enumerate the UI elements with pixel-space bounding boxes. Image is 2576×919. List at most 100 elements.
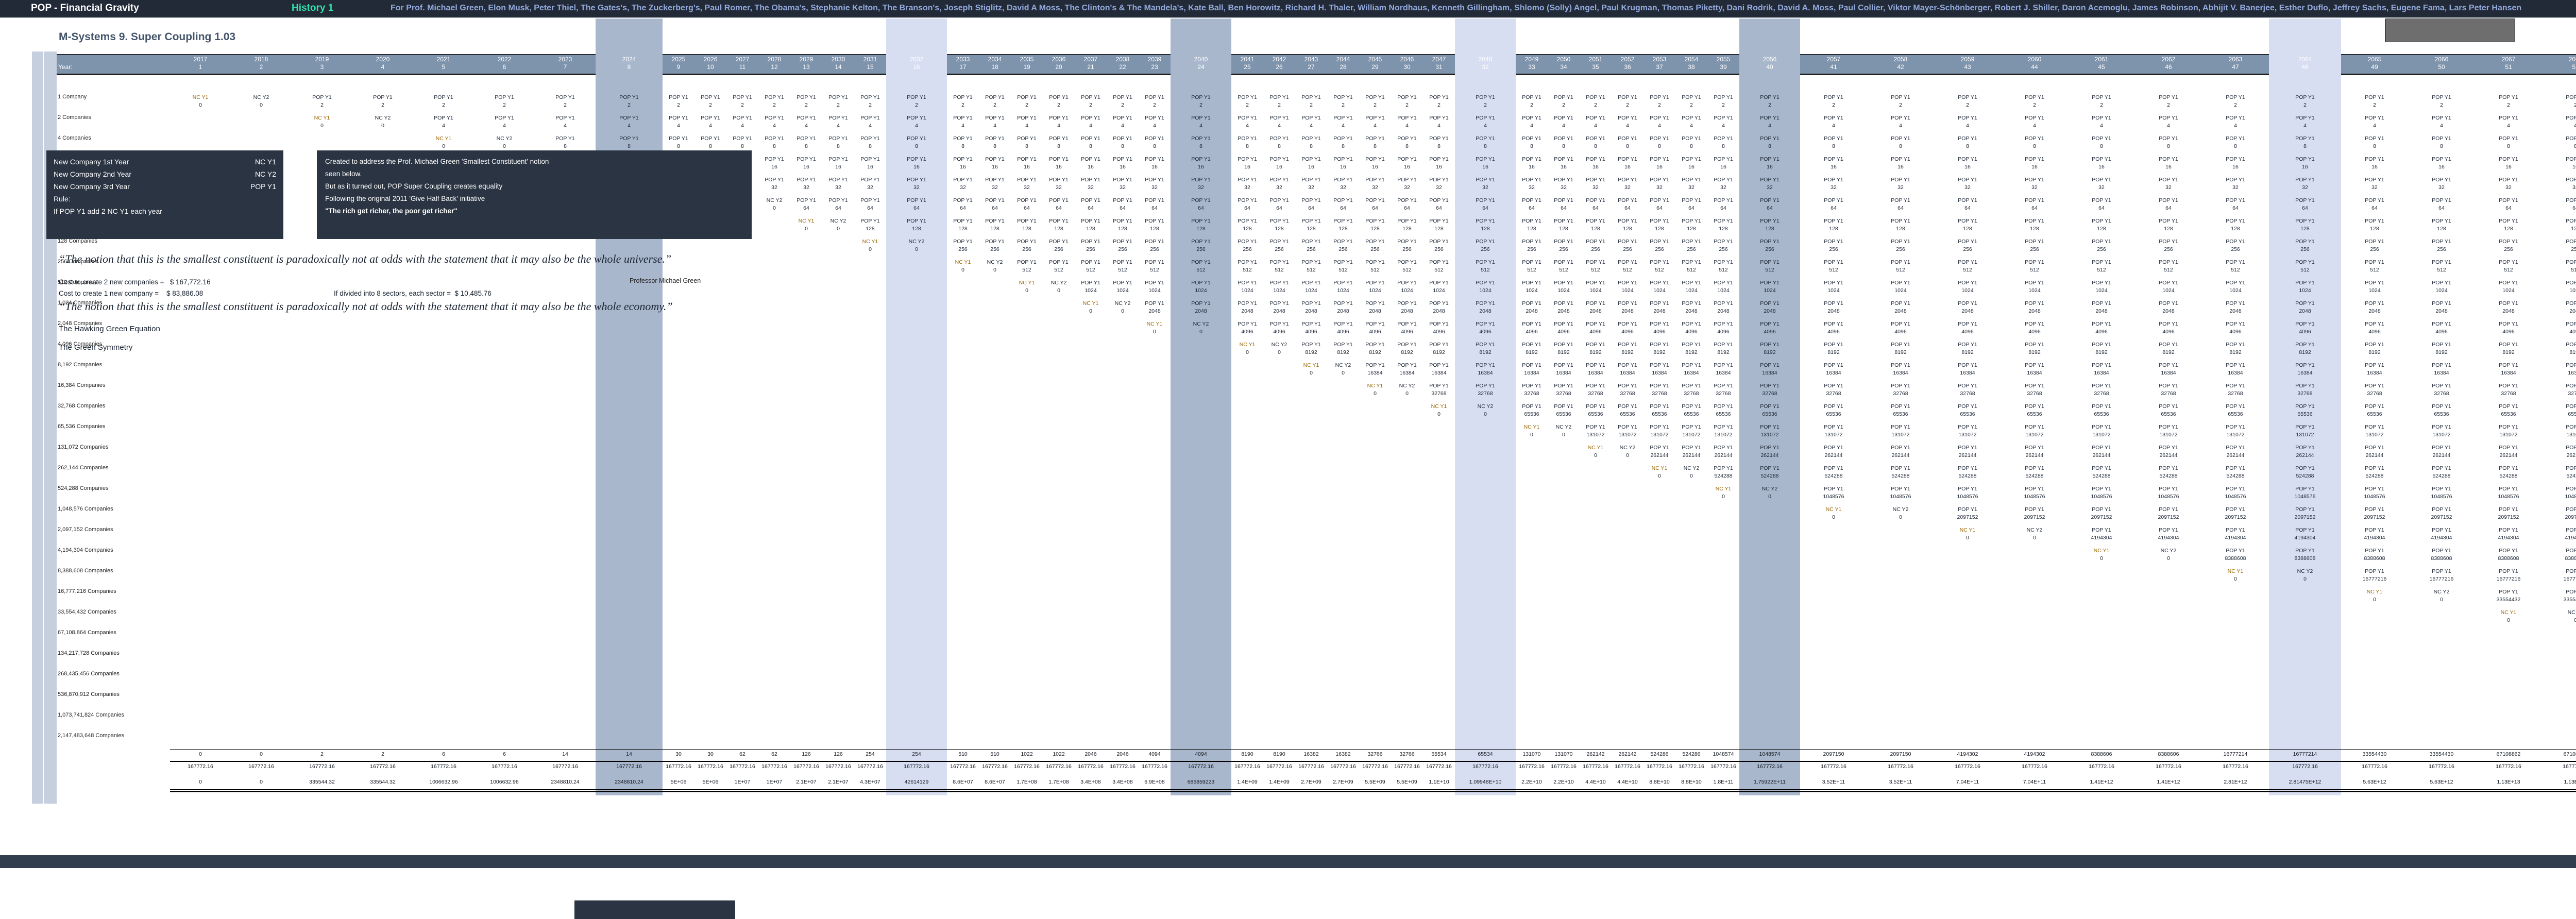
year-header-cell[interactable]: 2054 [1684,56,1699,63]
year-header-cell[interactable]: 2063 [2228,56,2243,63]
total-money-cell[interactable]: 1.1E+10 [1429,779,1449,785]
total-companies-cell[interactable]: 8190 [1241,751,1253,757]
total-money-cell[interactable]: 7.04E+11 [2023,779,2046,785]
year-header-cell[interactable]: 2025 [671,56,686,63]
total-companies-cell[interactable]: 32766 [1399,751,1415,757]
year-header-cell[interactable]: 2053 [1652,56,1667,63]
total-companies-cell[interactable]: 6 [442,751,445,757]
total-money-cell[interactable]: 686859223 [1187,779,1215,785]
year-header-cell[interactable]: 2049 [1524,56,1539,63]
year-number-cell[interactable]: 26 [1276,63,1283,71]
year-number-cell[interactable]: 39 [1720,63,1727,71]
total-money-cell[interactable]: 1.4E+09 [1269,779,1290,785]
std-pop-cost-cell[interactable]: 167772.16 [666,763,691,770]
grid-cell[interactable]: POP Y12 [2566,94,2576,108]
std-pop-cost-cell[interactable]: 167772.16 [1110,763,1136,770]
std-pop-cost-cell[interactable]: 167772.16 [1615,763,1640,770]
total-money-cell[interactable]: 1006632.96 [490,779,519,785]
total-companies-cell[interactable]: 1022 [1021,751,1033,757]
total-companies-cell[interactable]: 33554430 [2429,751,2454,757]
year-number-cell[interactable]: 23 [1151,63,1158,71]
year-header-cell[interactable]: 2020 [376,56,390,63]
year-number-cell[interactable]: 46 [2165,63,2172,71]
std-pop-cost-cell[interactable]: 167772.16 [825,763,851,770]
year-number-cell[interactable]: 42 [1897,63,1904,71]
std-pop-cost-cell[interactable]: 167772.16 [1298,763,1324,770]
total-money-cell[interactable]: 5.5E+09 [1397,779,1417,785]
std-pop-cost-cell[interactable]: 167772.16 [1330,763,1356,770]
total-companies-cell[interactable]: 8388606 [2091,751,2112,757]
std-pop-cost-cell[interactable]: 167772.16 [2223,763,2248,770]
total-companies-cell[interactable]: 126 [802,751,811,757]
year-header-cell[interactable]: 2026 [703,56,718,63]
std-pop-cost-cell[interactable]: 167772.16 [1188,763,1214,770]
year-header-cell[interactable]: 2055 [1716,56,1731,63]
total-companies-cell[interactable]: 524286 [1682,751,1701,757]
